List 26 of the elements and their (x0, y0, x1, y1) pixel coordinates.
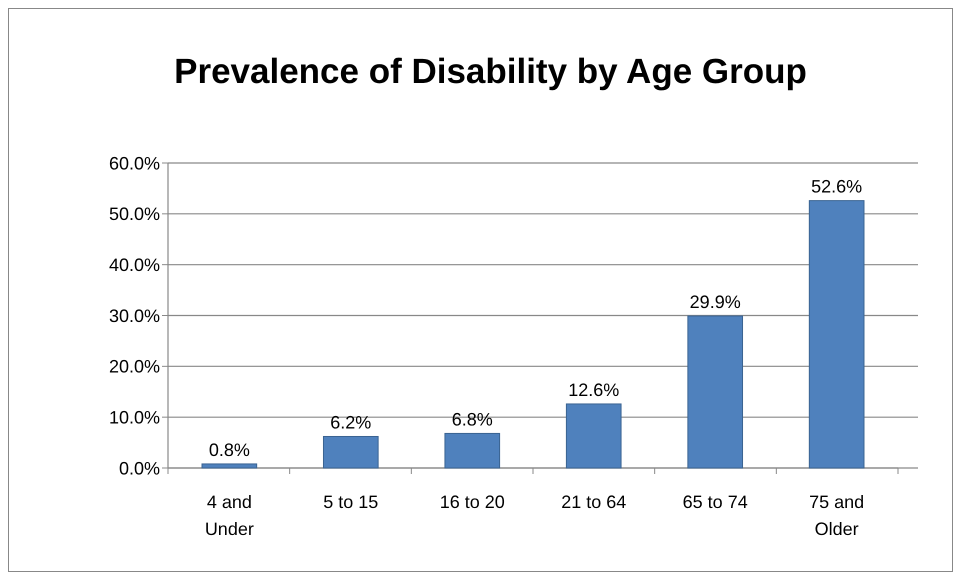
x-tick-label: 16 to 20 (440, 492, 505, 512)
x-tick-label: 65 to 74 (682, 492, 748, 512)
bar (322, 436, 379, 468)
data-label: 6.8% (452, 409, 493, 430)
y-tick-label: 30.0% (108, 306, 160, 326)
bar (566, 403, 622, 468)
bar (202, 463, 258, 468)
data-label: 0.8% (208, 440, 250, 460)
data-label: 52.6% (811, 176, 862, 197)
y-tick-label: 20.0% (108, 356, 160, 377)
data-label: 12.6% (568, 380, 620, 400)
x-tick-label: 4 and Under (204, 492, 254, 539)
chart-title: Prevalence of Disability by Age Group (174, 52, 807, 91)
x-tick-label: 5 to 15 (323, 492, 378, 512)
y-tick-label: 50.0% (108, 204, 160, 224)
data-label: 29.9% (690, 292, 741, 312)
y-tick-label: 0.0% (118, 458, 160, 478)
bar (687, 316, 744, 468)
data-label: 6.2% (330, 412, 372, 432)
y-tick-label: 40.0% (108, 254, 160, 275)
bar (808, 200, 864, 468)
bar (444, 432, 500, 468)
y-tick-label: 10.0% (108, 407, 160, 428)
y-tick-label: 60.0% (108, 153, 160, 174)
x-tick-label: 75 and Older (809, 492, 864, 539)
x-tick-label: 21 to 64 (561, 492, 626, 512)
